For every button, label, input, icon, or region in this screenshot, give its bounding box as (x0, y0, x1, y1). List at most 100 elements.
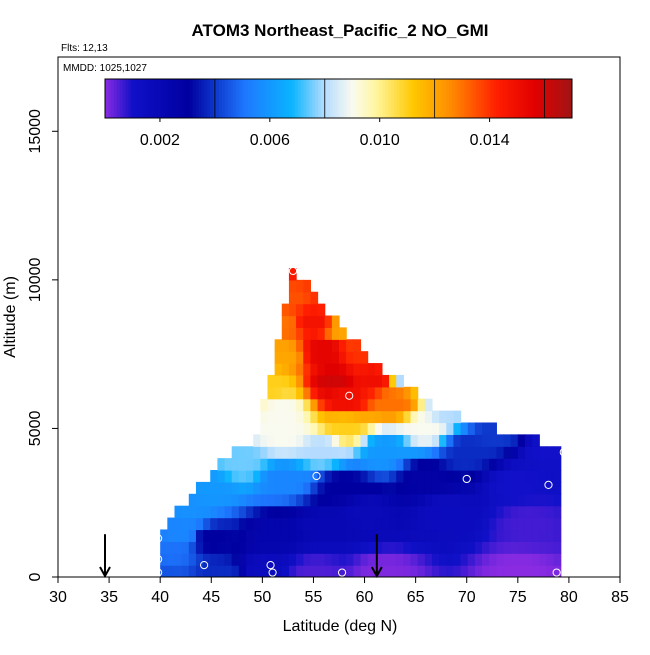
heatmap-cell (267, 541, 276, 554)
heatmap-cell (288, 339, 297, 352)
heatmap-cell (446, 565, 455, 577)
colorbar-segment (481, 79, 485, 118)
colorbar-segment (347, 79, 351, 118)
colorbar-segment (105, 79, 109, 118)
colorbar-segment (110, 79, 115, 118)
heatmap-cell (474, 505, 483, 519)
heatmap-cell (431, 517, 440, 531)
heatmap-cell (496, 553, 505, 566)
heatmap-cell (474, 565, 483, 577)
heatmap-cell (331, 541, 340, 554)
heatmap-cell (310, 327, 319, 340)
heatmap-cell (460, 517, 469, 531)
heatmap-cell (303, 458, 311, 471)
heatmap-cell (496, 446, 505, 459)
heatmap-cell (374, 410, 383, 424)
heatmap-cell (203, 565, 211, 577)
heatmap-cell (381, 541, 390, 554)
heatmap-cell (389, 470, 397, 483)
heatmap-cell (224, 493, 233, 507)
heatmap-cell (195, 553, 204, 566)
heatmap-cell (524, 517, 533, 531)
heatmap-cell (439, 410, 447, 424)
flights-label: Flts: 12,13 (61, 43, 108, 54)
heatmap-cell (267, 529, 276, 542)
heatmap-cell (510, 505, 519, 519)
heatmap-cell (389, 374, 397, 388)
colorbar-segment (166, 79, 170, 118)
heatmap-cell (296, 303, 304, 317)
heatmap-cell (482, 458, 490, 471)
heatmap-cell (188, 565, 197, 577)
heatmap-cell (446, 458, 455, 471)
heatmap-cell (267, 493, 276, 507)
heatmap-cell (510, 493, 519, 507)
colorbar-segment (379, 79, 383, 118)
colorbar-segment (268, 79, 272, 118)
heatmap-cell (403, 517, 412, 531)
heatmap-cell (324, 565, 333, 577)
heatmap-cell (417, 553, 426, 566)
colorbar-segment (522, 79, 526, 118)
heatmap-cell (424, 529, 433, 542)
heatmap-cell (296, 541, 304, 554)
colorbar-segment (499, 79, 503, 118)
heatmap-cell (460, 446, 469, 459)
heatmap-cell (389, 553, 397, 566)
heatmap-cell (532, 446, 540, 459)
colorbar-segment (519, 79, 523, 118)
heatmap-cell (467, 434, 476, 447)
heatmap-cell (532, 470, 540, 483)
heatmap-cell (467, 470, 476, 483)
data-marker (154, 534, 163, 543)
heatmap-cell (496, 470, 505, 483)
heatmap-cell (253, 446, 261, 459)
heatmap-cell (389, 410, 397, 424)
x-tick-label: 70 (458, 589, 476, 606)
heatmap-cell (288, 279, 297, 293)
heatmap-cell (303, 327, 311, 340)
heatmap-cell (281, 446, 290, 459)
heatmap-cell (410, 517, 419, 531)
colorbar-segment (382, 79, 386, 118)
heatmap-cell (260, 422, 269, 435)
heatmap-cell (403, 434, 412, 447)
heatmap-cell (238, 481, 247, 495)
colorbar-segment (405, 79, 410, 118)
heatmap-cell (288, 410, 297, 424)
heatmap-cell (482, 434, 490, 447)
heatmap-cell (303, 565, 311, 577)
heatmap-cell (174, 529, 183, 542)
heatmap-cell (310, 363, 319, 376)
heatmap-cell (339, 351, 347, 364)
heatmap-cell (346, 410, 354, 424)
heatmap-cell (310, 481, 319, 495)
heatmap-cell (281, 374, 290, 388)
heatmap-cell (510, 541, 519, 554)
colorbar-segment (291, 79, 296, 118)
heatmap-cell (288, 374, 297, 388)
heatmap-cell (353, 505, 362, 519)
colorbar-segment (507, 79, 512, 118)
heatmap-cell (331, 565, 340, 577)
x-tick-label: 45 (202, 589, 220, 606)
colorbar-segment (475, 79, 480, 118)
heatmap-cell (360, 410, 369, 424)
heatmap-cell (303, 470, 311, 483)
heatmap-cell (181, 541, 190, 554)
colorbar-tick-label: 0.006 (250, 132, 290, 149)
heatmap-cell (253, 458, 261, 471)
heatmap-cell (489, 529, 497, 542)
heatmap-cell (381, 398, 390, 412)
heatmap-cell (367, 493, 376, 507)
heatmap-cell (160, 565, 168, 577)
heatmap-cell (417, 470, 426, 483)
heatmap-cell (346, 470, 354, 483)
heatmap-cell (410, 422, 419, 435)
heatmap-cell (160, 529, 168, 542)
colorbar-segment (180, 79, 185, 118)
heatmap-cell (360, 541, 369, 554)
heatmap-cell (374, 470, 383, 483)
heatmap-cell (482, 470, 490, 483)
colorbar-segment (148, 79, 153, 118)
